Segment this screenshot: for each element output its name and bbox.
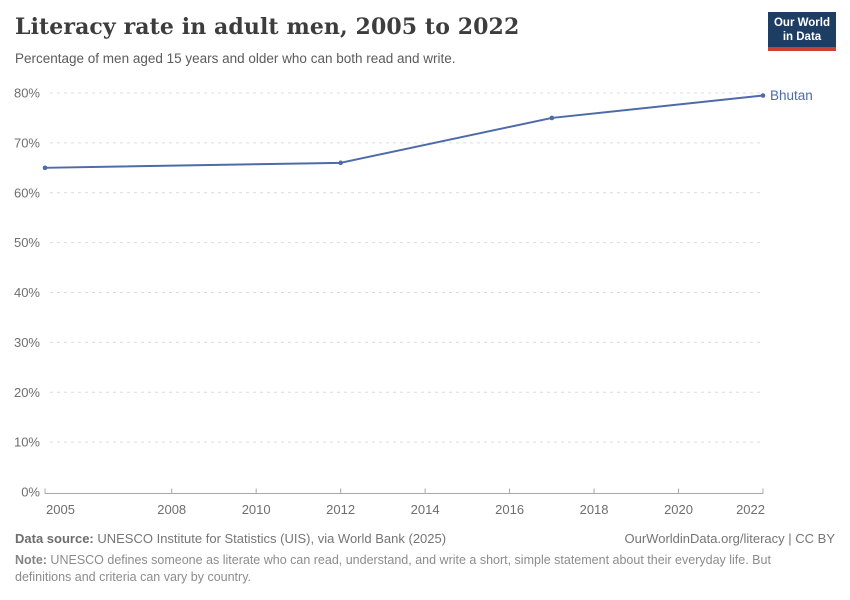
x-tick-label: 2016	[495, 502, 524, 517]
data-point[interactable]	[338, 160, 343, 166]
data-point[interactable]	[549, 115, 555, 121]
y-tick-label: 40%	[14, 285, 40, 300]
note-text: UNESCO defines someone as literate who c…	[15, 553, 771, 584]
owid-logo-line2: in Data	[782, 31, 822, 43]
x-tick-label: 2005	[46, 502, 75, 517]
x-tick-label: 2014	[411, 502, 440, 517]
x-tick-label: 2022	[736, 502, 765, 517]
y-tick-label: 70%	[14, 135, 40, 150]
y-tick-label: 80%	[14, 86, 40, 101]
series-end-label[interactable]: Bhutan	[770, 88, 813, 103]
data-source: Data source: UNESCO Institute for Statis…	[15, 531, 446, 546]
owid-logo-line1: Our World	[773, 17, 830, 29]
y-tick-label: 0%	[21, 485, 40, 500]
y-tick-label: 20%	[14, 385, 40, 400]
data-source-label: Data source:	[15, 531, 94, 546]
y-tick-label: 30%	[14, 335, 40, 350]
data-point[interactable]	[760, 93, 766, 98]
chart-note: Note: UNESCO defines someone as literate…	[15, 552, 828, 585]
note-label: Note:	[15, 553, 47, 567]
x-tick-label: 2010	[242, 502, 271, 517]
data-source-text: UNESCO Institute for Statistics (UIS), v…	[93, 531, 447, 546]
x-tick-label: 2018	[580, 502, 609, 517]
x-tick-label: 2012	[326, 502, 355, 517]
x-tick-label: 2008	[157, 502, 186, 517]
attribution-link[interactable]: OurWorldinData.org/literacy | CC BY	[624, 531, 835, 546]
owid-logo[interactable]: Our World in Data	[768, 12, 836, 51]
chart-subtitle: Percentage of men aged 15 years and olde…	[15, 51, 456, 66]
data-line-bhutan[interactable]	[44, 94, 764, 169]
chart-footer: Data source: UNESCO Institute for Statis…	[15, 531, 835, 546]
y-tick-label: 50%	[14, 235, 40, 250]
data-point[interactable]	[42, 165, 48, 171]
chart-title: Literacy rate in adult men, 2005 to 2022	[15, 14, 520, 40]
y-tick-label: 60%	[14, 185, 40, 200]
y-tick-label: 10%	[14, 435, 40, 450]
x-tick-label: 2020	[664, 502, 693, 517]
